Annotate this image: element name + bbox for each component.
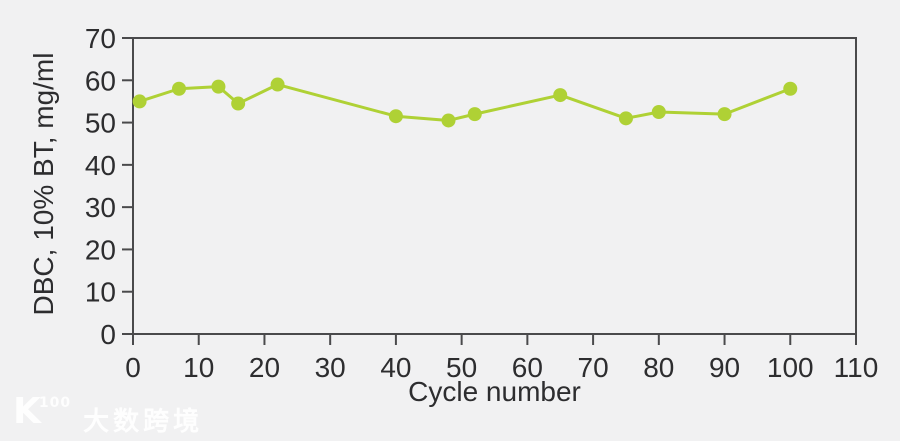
x-tick-label: 80 [643, 352, 674, 383]
data-point [467, 107, 482, 122]
watermark: K 100 大数跨境 [13, 391, 204, 438]
x-tick-label: 50 [446, 352, 477, 383]
data-point [211, 79, 226, 94]
x-tick-label: 0 [125, 352, 141, 383]
watermark-logo-icon: K 100 [13, 391, 72, 432]
watermark-logo-letter: K [13, 391, 41, 432]
watermark-logo-superscript: 100 [38, 395, 72, 411]
plot-border [132, 37, 857, 335]
y-axis-title: DBC, 10% BT, mg/ml [28, 52, 59, 316]
y-tick-label: 30 [85, 192, 116, 223]
x-tick-label: 70 [578, 352, 609, 383]
y-tick-label: 20 [85, 234, 116, 265]
data-point [783, 81, 798, 96]
data-point [132, 94, 147, 109]
y-tick-label: 40 [85, 150, 116, 181]
y-tick-label: 50 [85, 108, 116, 139]
y-tick-label: 0 [100, 319, 116, 350]
x-tick-label: 110 [834, 352, 879, 383]
x-tick-label: 20 [249, 352, 280, 383]
x-tick-label: 10 [183, 352, 214, 383]
x-tick-label: 30 [315, 352, 346, 383]
x-tick-label: 100 [767, 352, 814, 383]
watermark-brand-text: 大数跨境 [83, 407, 204, 437]
data-point [441, 113, 456, 128]
x-axis-title: Cycle number [408, 376, 581, 407]
data-point [388, 109, 403, 124]
x-tick-label: 40 [380, 352, 411, 383]
y-tick-label: 10 [85, 277, 116, 308]
data-point [553, 88, 568, 103]
data-point [717, 107, 732, 122]
data-point [231, 96, 246, 111]
x-tick-label: 90 [709, 352, 740, 383]
data-point [618, 111, 633, 126]
data-point [270, 77, 285, 92]
y-tick-label: 60 [85, 65, 116, 96]
y-tick-label: 70 [85, 23, 116, 54]
data-point [651, 105, 666, 119]
data-point [172, 81, 187, 96]
x-tick-label: 60 [512, 352, 543, 383]
